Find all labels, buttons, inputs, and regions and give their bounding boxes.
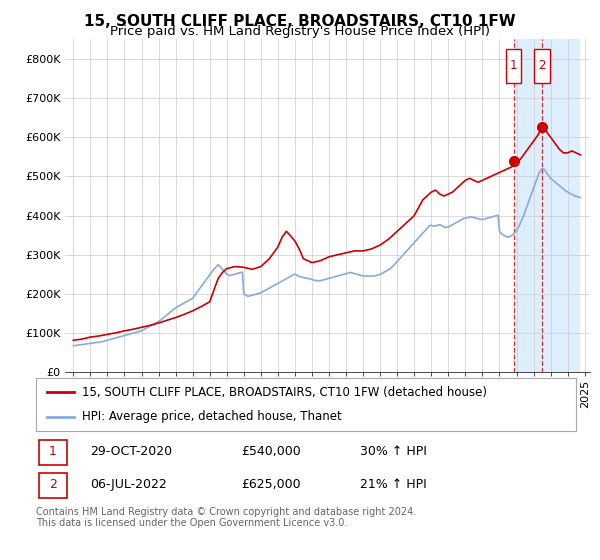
Bar	[515, 39, 580, 372]
Text: £540,000: £540,000	[241, 445, 301, 458]
Text: 2: 2	[49, 478, 56, 491]
FancyBboxPatch shape	[39, 473, 67, 498]
Text: 06-JUL-2022: 06-JUL-2022	[90, 478, 167, 491]
Text: 29-OCT-2020: 29-OCT-2020	[90, 445, 172, 458]
FancyBboxPatch shape	[534, 49, 550, 82]
Text: 15, SOUTH CLIFF PLACE, BROADSTAIRS, CT10 1FW (detached house): 15, SOUTH CLIFF PLACE, BROADSTAIRS, CT10…	[82, 386, 487, 399]
FancyBboxPatch shape	[506, 49, 521, 82]
Text: £625,000: £625,000	[241, 478, 301, 491]
Text: 2: 2	[538, 59, 546, 72]
Text: 1: 1	[49, 445, 56, 458]
Text: Contains HM Land Registry data © Crown copyright and database right 2024.
This d: Contains HM Land Registry data © Crown c…	[36, 507, 416, 529]
Text: 1: 1	[510, 59, 517, 72]
Text: 30% ↑ HPI: 30% ↑ HPI	[360, 445, 427, 458]
FancyBboxPatch shape	[39, 440, 67, 465]
Text: 15, SOUTH CLIFF PLACE, BROADSTAIRS, CT10 1FW: 15, SOUTH CLIFF PLACE, BROADSTAIRS, CT10…	[84, 14, 516, 29]
Text: 21% ↑ HPI: 21% ↑ HPI	[360, 478, 427, 491]
Text: HPI: Average price, detached house, Thanet: HPI: Average price, detached house, Than…	[82, 410, 341, 423]
Text: Price paid vs. HM Land Registry's House Price Index (HPI): Price paid vs. HM Land Registry's House …	[110, 25, 490, 38]
